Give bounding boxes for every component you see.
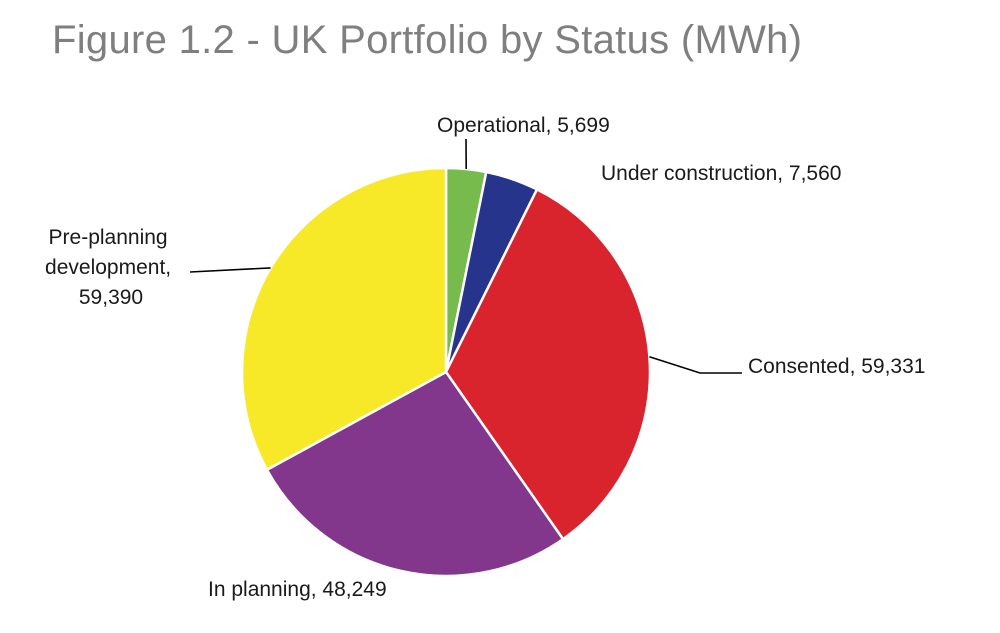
leader-lines [189, 138, 742, 374]
leader-line-consented [649, 356, 742, 374]
chart-title: Figure 1.2 - UK Portfolio by Status (MWh… [52, 18, 803, 62]
slice-label-operational: Operational, 5,699 [437, 114, 610, 137]
slice-label-pre-planning-line-1: Pre-planning [49, 226, 168, 249]
slice-label-under-construction: Under construction, 7,560 [601, 162, 841, 185]
pie-slice-in-planning [265, 370, 565, 578]
slice-label-pre-planning-line-2: development, [45, 256, 171, 279]
slice-label-pre-planning: Pre-planning development, 59,390 [45, 226, 177, 309]
slice-label-pre-planning-line-3: 59,390 [79, 286, 143, 309]
pie-slices [240, 166, 652, 578]
slice-label-in-planning: In planning, 48,249 [208, 578, 387, 601]
leader-line-pre-planning [189, 267, 271, 273]
slice-label-consented: Consented, 59,331 [748, 355, 925, 378]
